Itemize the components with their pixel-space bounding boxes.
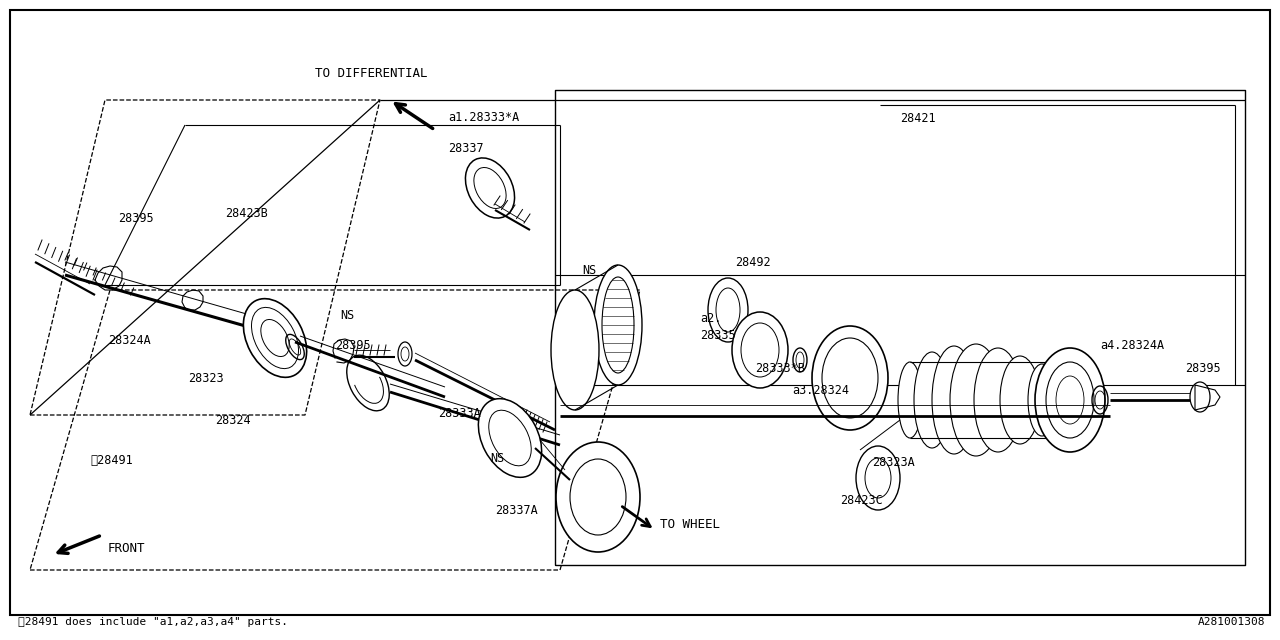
Ellipse shape [556,442,640,552]
Text: 28323A: 28323A [872,456,915,468]
Ellipse shape [899,362,922,438]
Text: 28421: 28421 [900,111,936,125]
Text: a4.28324A: a4.28324A [1100,339,1164,351]
Text: 28423C: 28423C [840,493,883,506]
Ellipse shape [550,290,599,410]
Text: a3.28324: a3.28324 [792,383,849,397]
Text: TO WHEEL: TO WHEEL [660,518,721,531]
Ellipse shape [856,446,900,510]
Ellipse shape [466,158,515,218]
Ellipse shape [1190,382,1210,412]
Text: 28333A: 28333A [438,406,481,419]
Text: a1.28333*A: a1.28333*A [448,111,520,124]
Ellipse shape [932,346,977,454]
Text: NS: NS [490,451,504,465]
Ellipse shape [489,410,531,466]
Ellipse shape [716,288,740,332]
Ellipse shape [974,348,1021,452]
Ellipse shape [479,399,541,477]
Text: ※28491 does include "a1,a2,a3,a4" parts.: ※28491 does include "a1,a2,a3,a4" parts. [18,617,288,627]
Ellipse shape [1056,376,1084,424]
Text: 28323: 28323 [188,371,224,385]
Ellipse shape [865,458,891,498]
Ellipse shape [914,352,950,448]
Text: a2.: a2. [700,312,722,324]
Ellipse shape [1036,348,1105,452]
Ellipse shape [251,307,298,369]
Ellipse shape [594,265,643,385]
Text: NS: NS [340,308,355,321]
Text: 28395: 28395 [335,339,371,351]
Text: 28324A: 28324A [108,333,151,346]
Text: 28337A: 28337A [495,504,538,516]
Text: TO DIFFERENTIAL: TO DIFFERENTIAL [315,67,428,79]
Ellipse shape [1028,364,1056,436]
Ellipse shape [950,344,1002,456]
Ellipse shape [741,323,780,377]
Ellipse shape [570,459,626,535]
Ellipse shape [243,299,307,378]
Text: 28324: 28324 [215,413,251,426]
Ellipse shape [708,278,748,342]
Text: 28492: 28492 [735,255,771,269]
Ellipse shape [1046,362,1094,438]
Ellipse shape [732,312,788,388]
Ellipse shape [812,326,888,430]
Ellipse shape [1000,356,1039,444]
Text: 28337: 28337 [448,141,484,154]
Text: 28395: 28395 [1185,362,1221,374]
Ellipse shape [822,338,878,418]
Text: NS: NS [582,264,596,276]
Text: A281001308: A281001308 [1198,617,1265,627]
Text: 28333*B: 28333*B [755,362,805,374]
Text: 28395: 28395 [118,211,154,225]
Text: FRONT: FRONT [108,541,146,554]
Text: ※28491: ※28491 [90,454,133,467]
Text: 28423B: 28423B [225,207,268,220]
Ellipse shape [474,168,506,209]
Text: 28335: 28335 [700,328,736,342]
Ellipse shape [602,277,634,373]
Ellipse shape [261,319,289,356]
